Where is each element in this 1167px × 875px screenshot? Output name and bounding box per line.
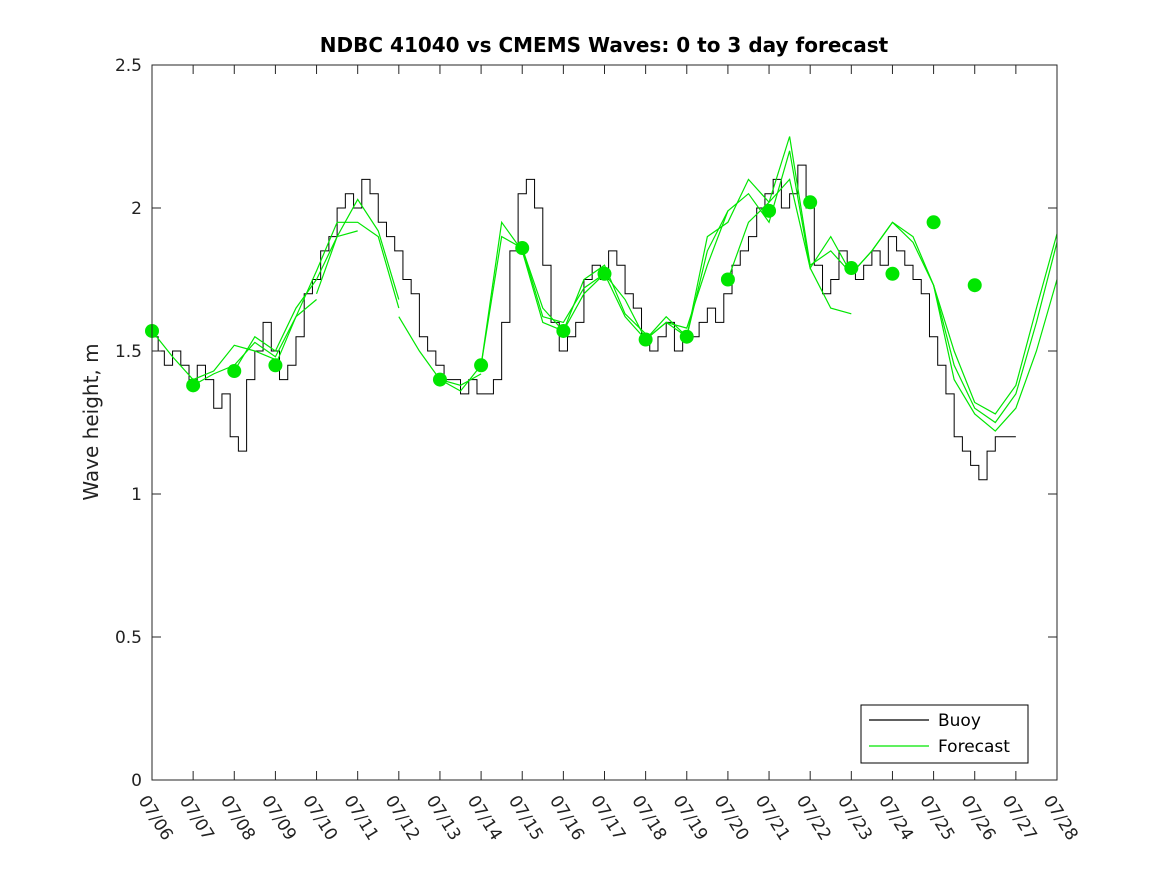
- x-tick-label: 07/19: [669, 792, 712, 844]
- forecast-marker: [720, 272, 735, 287]
- forecast-marker: [967, 278, 982, 293]
- forecast-marker: [926, 215, 941, 230]
- forecast-line-16: [850, 221, 1058, 415]
- x-tick-label: 07/22: [792, 792, 835, 844]
- forecast-marker: [556, 323, 571, 338]
- forecast-line-15: [809, 267, 852, 315]
- x-tick-label: 07/27: [998, 792, 1041, 844]
- legend: Buoy Forecast: [860, 704, 1029, 764]
- x-tick-label: 07/15: [504, 792, 547, 844]
- x-tick-label: 07/21: [751, 792, 794, 844]
- forecast-marker: [432, 372, 447, 387]
- x-tick-label: 07/26: [956, 792, 999, 844]
- forecast-line-6: [439, 220, 564, 392]
- forecast-marker: [268, 358, 283, 373]
- forecast-marker: [227, 364, 242, 379]
- plot-area: [152, 65, 1057, 780]
- buoy-line: [152, 164, 1016, 481]
- x-tick-label: 07/08: [216, 792, 259, 844]
- forecast-line-18: [933, 279, 1058, 432]
- forecast-line-4: [315, 198, 400, 300]
- forecast-line-7: [480, 235, 605, 366]
- x-tick-label: 07/10: [298, 792, 341, 844]
- forecast-line-11: [645, 178, 770, 340]
- forecast-line-13: [727, 136, 852, 280]
- forecast-line-17: [892, 221, 1058, 424]
- x-tick-label: 07/25: [915, 792, 958, 844]
- x-tick-label: 07/07: [175, 792, 218, 844]
- y-tick-label: 0.5: [115, 628, 142, 648]
- forecast-marker: [186, 378, 201, 393]
- forecast-marker: [638, 332, 653, 347]
- forecast-line-0: [151, 330, 276, 381]
- y-tick-label: 2: [131, 199, 142, 219]
- y-tick-label: 2.5: [115, 56, 142, 76]
- x-tick-label: 07/23: [833, 792, 876, 844]
- series-layer: [145, 136, 1058, 481]
- x-tick-label: 07/17: [586, 792, 629, 844]
- legend-forecast-label: Forecast: [938, 737, 1010, 757]
- x-tick-label: 07/13: [422, 792, 465, 844]
- y-tick-label: 1.5: [115, 342, 142, 362]
- x-tick-label: 07/16: [545, 792, 588, 844]
- y-tick-label: 0: [131, 771, 142, 791]
- forecast-marker: [885, 266, 900, 281]
- forecast-marker: [844, 261, 859, 276]
- forecast-line-10: [604, 210, 729, 341]
- forecast-line-12: [686, 150, 811, 337]
- forecast-marker: [679, 329, 694, 344]
- x-tick-label: 07/12: [381, 792, 424, 844]
- forecast-marker: [597, 266, 612, 281]
- forecast-marker: [803, 195, 818, 210]
- forecast-marker: [474, 358, 489, 373]
- x-tick-label: 07/06: [134, 792, 177, 844]
- x-tick-label: 07/09: [257, 792, 300, 844]
- x-tick-label: 07/28: [1039, 792, 1082, 844]
- forecast-line-8: [521, 247, 647, 335]
- x-tick-label: 07/24: [874, 792, 917, 844]
- x-tick-label: 07/20: [710, 792, 753, 844]
- forecast-marker: [515, 241, 530, 256]
- legend-box: [860, 704, 1029, 764]
- x-tick-label: 07/18: [627, 792, 670, 844]
- chart-title: NDBC 41040 vs CMEMS Waves: 0 to 3 day fo…: [320, 33, 889, 57]
- forecast-line-3: [274, 221, 400, 366]
- x-tick-label: 07/14: [463, 792, 506, 844]
- legend-buoy-label: Buoy: [938, 711, 981, 731]
- x-tick-label: 07/11: [339, 792, 382, 844]
- forecast-marker: [762, 203, 777, 218]
- y-tick-label: 1: [131, 485, 142, 505]
- y-axis-label: Wave height, m: [79, 343, 103, 500]
